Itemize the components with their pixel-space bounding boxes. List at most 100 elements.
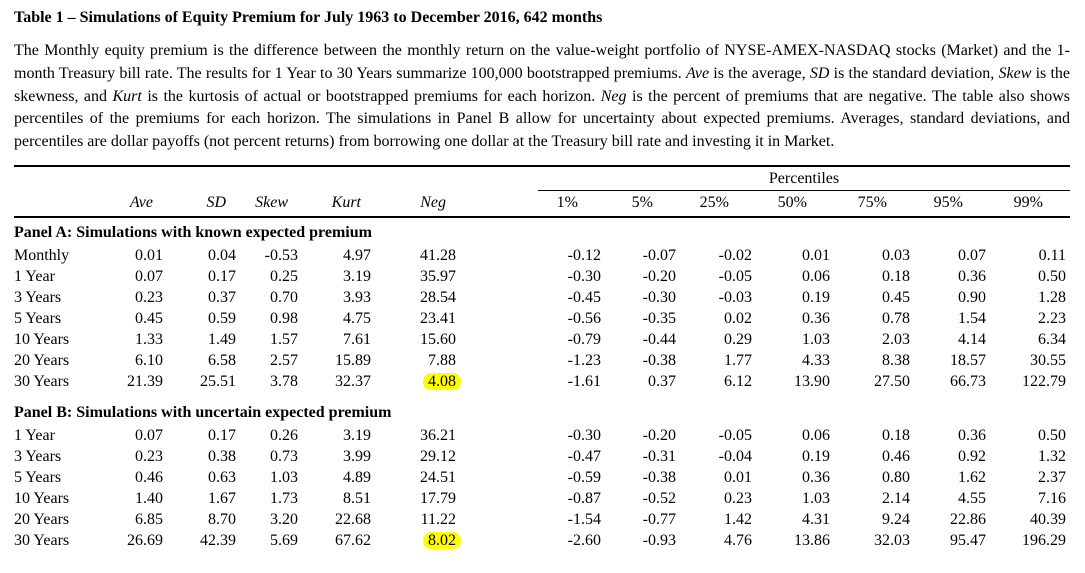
table-row: 10 Years 1.40 1.67 1.73 8.51 17.79 -0.87 -0.52 0… xyxy=(14,488,1070,509)
value-cell: -0.53 xyxy=(264,246,298,264)
horizon-label: 20 Years xyxy=(14,510,70,528)
value-cell: 1.54 xyxy=(958,309,986,327)
table-row: 20 Years 6.85 8.70 3.20 22.68 11.22 -1.54 -0.77… xyxy=(14,509,1070,530)
value-cell: 40.39 xyxy=(1030,510,1066,528)
horizon-label: Monthly xyxy=(14,246,70,264)
value-cell: 0.92 xyxy=(958,447,986,465)
value-cell: 0.37 xyxy=(648,372,676,390)
value-cell: 4.08 xyxy=(375,371,461,392)
value-cell: 0.07 xyxy=(135,426,163,444)
stat-column-header: Ave xyxy=(100,190,167,218)
value-cell: 3.78 xyxy=(270,372,298,390)
value-cell: 22.86 xyxy=(950,510,986,528)
description-text: is the standard deviation, xyxy=(829,64,999,82)
value-cell: -1.23 xyxy=(567,351,601,369)
value-cell: 0.50 xyxy=(1038,426,1066,444)
percentile-column-header: 75% xyxy=(834,190,914,218)
percentile-column-header: 5% xyxy=(605,190,680,218)
value-cell: 7.16 xyxy=(1038,489,1066,507)
value-cell: 1.62 xyxy=(958,468,986,486)
value-cell: 2.23 xyxy=(1038,309,1066,327)
value-cell: 8.51 xyxy=(343,489,371,507)
value-cell: 0.90 xyxy=(958,288,986,306)
value-cell: 7.88 xyxy=(428,351,456,369)
value-cell: 0.45 xyxy=(135,309,163,327)
value-cell: 0.11 xyxy=(1038,246,1066,264)
value-cell: -0.31 xyxy=(642,447,676,465)
horizon-label: 30 Years xyxy=(14,372,70,390)
value-cell: 35.97 xyxy=(420,267,456,285)
stat-column-header: SD xyxy=(167,190,240,218)
percentile-column-header: 95% xyxy=(914,190,990,218)
stat-term: SD xyxy=(809,64,830,82)
value-cell: -0.20 xyxy=(642,267,676,285)
table-row: 20 Years 6.10 6.58 2.57 15.89 7.88 -1.23 -0.38 1… xyxy=(14,350,1070,371)
highlighted-value: 4.08 xyxy=(423,372,461,390)
value-cell: 13.90 xyxy=(794,372,830,390)
table-row: 1 Year 0.07 0.17 0.26 3.19 36.21 -0.30 -0.20 -0.… xyxy=(14,425,1070,446)
value-cell: -1.61 xyxy=(567,372,601,390)
value-cell: 17.79 xyxy=(420,489,456,507)
value-cell: 0.25 xyxy=(270,267,298,285)
value-cell: 3.20 xyxy=(270,510,298,528)
horizon-label: 5 Years xyxy=(14,468,62,486)
value-cell: 0.45 xyxy=(882,288,910,306)
value-cell: -0.30 xyxy=(567,267,601,285)
premium-table: Percentiles Ave SD Skew Kurt Neg 1% 5% 25% 50% 75… xyxy=(14,164,1070,551)
value-cell: 1.77 xyxy=(724,351,752,369)
value-cell: -0.03 xyxy=(718,288,752,306)
value-cell: 1.32 xyxy=(1038,447,1066,465)
value-cell: 1.28 xyxy=(1038,288,1066,306)
table-row: 3 Years 0.23 0.37 0.70 3.93 28.54 -0.45 -0.30 -0… xyxy=(14,287,1070,308)
value-cell: 0.36 xyxy=(958,267,986,285)
horizon-label: 1 Year xyxy=(14,426,55,444)
description-text: is the skewness, and xyxy=(14,64,1071,105)
panel-title: Panel B: Simulations with uncertain expe… xyxy=(14,403,392,421)
value-cell: 41.28 xyxy=(420,246,456,264)
stat-column-header: Skew xyxy=(240,190,302,218)
value-cell: 1.40 xyxy=(135,489,163,507)
value-cell: 0.46 xyxy=(882,447,910,465)
value-cell: -0.30 xyxy=(567,426,601,444)
value-cell: 0.23 xyxy=(724,489,752,507)
value-cell: 0.17 xyxy=(208,267,236,285)
value-cell: -0.87 xyxy=(567,489,601,507)
value-cell: 0.37 xyxy=(208,288,236,306)
table-title: Table 1 – Simulations of Equity Premium … xyxy=(14,9,603,26)
value-cell: 0.06 xyxy=(802,267,830,285)
value-cell: 42.39 xyxy=(200,531,236,549)
value-cell: 24.51 xyxy=(420,468,456,486)
value-cell: 6.58 xyxy=(208,351,236,369)
value-cell: 0.19 xyxy=(802,447,830,465)
value-cell: -0.07 xyxy=(642,246,676,264)
value-cell: 2.14 xyxy=(882,489,910,507)
value-cell: 0.03 xyxy=(882,246,910,264)
value-cell: 18.57 xyxy=(950,351,986,369)
value-cell: 6.12 xyxy=(724,372,752,390)
panel-heading-row: Panel B: Simulations with uncertain expe… xyxy=(14,392,1070,425)
value-cell: 0.07 xyxy=(958,246,986,264)
value-cell: 0.07 xyxy=(135,267,163,285)
table-row: Monthly 0.01 0.04 -0.53 4.97 41.28 -0.12 -0.07 -… xyxy=(14,245,1070,266)
value-cell: 1.57 xyxy=(270,330,298,348)
value-cell: 1.67 xyxy=(208,489,236,507)
table-body: Panel A: Simulations with known expected… xyxy=(14,217,1070,551)
value-cell: 21.39 xyxy=(127,372,163,390)
stat-column-header: Neg xyxy=(375,190,460,218)
value-cell: 36.21 xyxy=(420,426,456,444)
value-cell: 15.89 xyxy=(335,351,371,369)
value-cell: 1.03 xyxy=(270,468,298,486)
value-cell: 0.23 xyxy=(135,447,163,465)
table-row: 1 Year 0.07 0.17 0.25 3.19 35.97 -0.30 -0.20 -0.… xyxy=(14,266,1070,287)
value-cell: 0.38 xyxy=(208,447,236,465)
value-cell: 0.63 xyxy=(208,468,236,486)
value-cell: 6.10 xyxy=(135,351,163,369)
value-cell: 0.36 xyxy=(802,468,830,486)
value-cell: 1.33 xyxy=(135,330,163,348)
value-cell: -0.56 xyxy=(567,309,601,327)
percentiles-group-header: Percentiles xyxy=(460,166,1070,191)
value-cell: 0.36 xyxy=(958,426,986,444)
value-cell: 23.41 xyxy=(420,309,456,327)
value-cell: 0.46 xyxy=(135,468,163,486)
panel-heading-row: Panel A: Simulations with known expected… xyxy=(14,217,1070,245)
